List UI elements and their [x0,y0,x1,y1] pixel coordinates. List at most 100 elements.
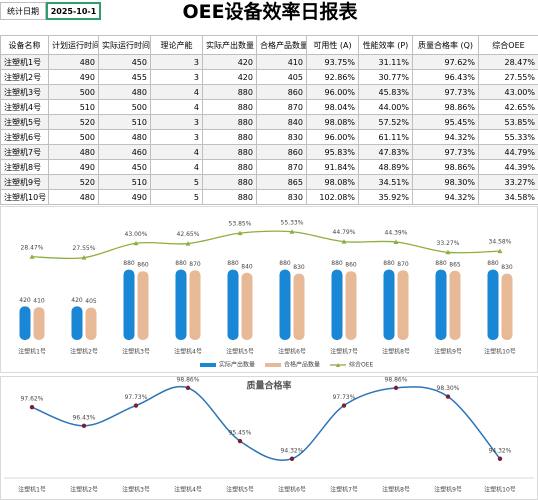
table-cell: 95.45% [412,114,479,130]
quality-label: 97.73% [125,394,148,401]
table-cell: 880 [202,159,257,175]
table-cell: 98.86% [412,99,479,115]
table-cell: 880 [202,144,257,160]
table-cell: 注塑机9号 [0,174,49,190]
table-cell: 5 [150,174,203,190]
quality-label: 98.30% [437,385,460,392]
table-cell: 865 [256,174,307,190]
bar-label: 880 [123,260,135,267]
table-row: 注塑机1号 480 450 3 420 410 93.75% 31.11% 97.62% 28.4… [0,54,538,70]
table-cell: 860 [256,144,307,160]
oee-marker [133,240,139,246]
oee-label: 27.55% [73,245,96,252]
oee-marker [341,239,347,244]
table-row: 注塑机4号 510 500 4 880 870 98.04% 44.00% 98.86% 42.6… [0,99,538,115]
bar-label: 870 [189,261,201,268]
x-tick-label: 注塑机7号 [330,486,358,494]
table-cell: 830 [256,129,307,145]
bar-label: 830 [501,264,513,271]
quality-marker [341,403,347,408]
legend-swatch [336,363,340,367]
table-cell: 480 [98,84,151,100]
oee-line [31,230,501,260]
bar-label: 880 [487,260,499,267]
table-cell: 520 [48,174,99,190]
table-cell: 830 [256,189,307,205]
table-cell: 44.79% [478,144,538,160]
x-tick-label: 注塑机8号 [382,486,410,494]
x-tick-label: 注塑机1号 [18,486,46,494]
table-cell: 880 [202,84,257,100]
table-cell: 880 [202,174,257,190]
table-cell: 480 [98,129,151,145]
table-cell: 880 [202,129,257,145]
column-header: 计划运行时间 [48,35,99,55]
table-cell: 97.73% [412,144,479,160]
legend-label: 综合OEE [349,361,374,369]
table-cell: 94.32% [412,189,479,205]
oee-table: 设备名称 计划运行时间 实际运行时间 理论产能 实际产出数量 合格产品数量 可用性 (A) 性… [0,35,538,205]
table-cell: 420 [202,69,257,85]
table-row: 注塑机10号 480 490 5 880 830 102.08% 35.92% 94.32% 34… [0,189,538,205]
legend-swatch [265,363,281,367]
table-cell: 510 [48,99,99,115]
table-cell: 92.86% [306,69,359,85]
table-cell: 490 [98,189,151,205]
quality-label: 96.43% [73,414,96,421]
table-row: 注塑机3号 500 480 4 880 860 96.00% 45.83% 97.73% 43.0… [0,84,538,100]
table-cell: 35.92% [358,189,413,205]
table-cell: 93.75% [306,54,359,70]
quality-label: 95.45% [229,430,252,437]
table-cell: 480 [48,189,99,205]
x-tick-label: 注塑机7号 [330,348,358,356]
x-tick-label: 注塑机5号 [226,486,254,494]
table-cell: 34.51% [358,174,413,190]
table-cell: 4 [150,84,203,100]
x-tick-label: 注塑机4号 [174,348,202,356]
table-cell: 44.00% [358,99,413,115]
table-cell: 30.77% [358,69,413,85]
table-cell: 95.83% [306,144,359,160]
table-row: 注塑机7号 480 460 4 880 860 95.83% 47.83% 97.73% 44.7… [0,144,538,160]
quality-marker [133,403,139,408]
quality-marker [185,385,191,391]
legend-swatch [200,363,216,367]
bar-label: 860 [345,262,357,269]
table-cell: 5 [150,189,203,205]
table-cell: 4 [150,144,203,160]
table-cell: 3 [150,54,203,70]
x-tick-label: 注塑机6号 [278,348,306,356]
table-cell: 96.43% [412,69,479,85]
quality-marker [237,438,243,444]
chart-panel [0,206,538,373]
bar [383,269,395,340]
oee-label: 44.39% [385,229,408,236]
table-cell: 96.00% [306,84,359,100]
column-header: 实际产出数量 [202,35,257,55]
oee-marker [393,239,399,244]
table-cell: 510 [98,114,151,130]
table-cell: 3 [150,69,203,85]
column-header: 合格产品数量 [256,35,307,55]
quality-label: 98.86% [385,376,408,383]
bar-label: 860 [137,262,149,269]
bar-label: 880 [383,260,395,267]
table-cell: 3 [150,129,203,145]
oee-label: 34.58% [489,239,512,246]
bar-label: 870 [397,261,409,268]
table-cell: 870 [256,99,307,115]
table-cell: 4 [150,159,203,175]
bar-label: 880 [227,260,239,267]
column-header: 设备名称 [0,35,49,55]
table-cell: 98.08% [306,114,359,130]
quality-marker [497,456,503,461]
table-cell: 27.55% [478,69,538,85]
header-row: 设备名称 计划运行时间 实际运行时间 理论产能 实际产出数量 合格产品数量 可用性 (A) 性… [0,35,538,55]
bar-label: 880 [279,260,291,267]
table-cell: 450 [98,159,151,175]
table-cell: 97.73% [412,84,479,100]
oee-label: 42.65% [177,231,200,238]
column-header: 性能效率 (P) [358,35,413,55]
table-cell: 91.84% [306,159,359,175]
